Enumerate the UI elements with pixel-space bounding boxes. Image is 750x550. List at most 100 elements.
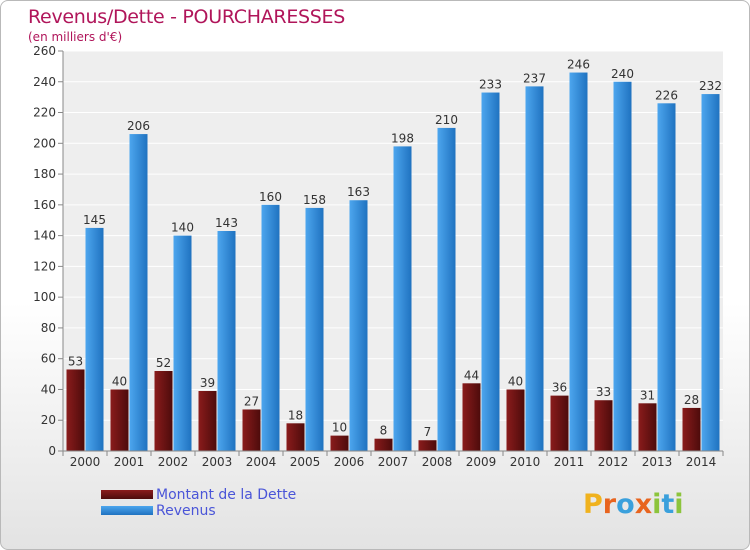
plot-area [63, 51, 723, 451]
x-tick-label: 2003 [202, 455, 233, 469]
y-tick-label: 40 [41, 382, 56, 396]
x-tick-label: 2010 [510, 455, 541, 469]
data-label-revenus: 232 [699, 79, 722, 93]
y-tick-label: 20 [41, 413, 56, 427]
y-tick-label: 200 [33, 136, 56, 150]
bar-dette [506, 389, 525, 451]
data-label-revenus: 163 [347, 185, 370, 199]
data-label-dette: 8 [380, 424, 388, 438]
bar-revenus [349, 200, 368, 451]
data-label-revenus: 206 [127, 119, 150, 133]
data-label-dette: 36 [552, 381, 567, 395]
x-tick-label: 2013 [642, 455, 673, 469]
logo-letter: t [661, 489, 675, 520]
bars: 53 145 40 206 52 140 39 143 27 160 18 158 10 163 8 198 7… [66, 58, 722, 452]
data-label-revenus: 233 [479, 78, 502, 92]
bar-revenus [129, 134, 148, 452]
data-label-revenus: 246 [567, 58, 590, 72]
data-label-revenus: 210 [435, 113, 458, 127]
data-label-dette: 39 [200, 376, 215, 390]
bar-revenus [613, 81, 632, 452]
x-tick-label: 2014 [686, 455, 717, 469]
logo-letter: i [674, 489, 684, 520]
y-tick-label: 220 [33, 106, 56, 120]
data-label-dette: 40 [508, 374, 523, 388]
bar-revenus [657, 103, 676, 452]
x-tick-label: 2001 [114, 455, 145, 469]
bar-revenus [173, 235, 192, 451]
x-tick-label: 2006 [334, 455, 365, 469]
bar-dette [242, 409, 261, 451]
bar-dette [462, 383, 481, 451]
proxiti-logo: Proxiti [583, 489, 684, 520]
y-tick-label: 160 [33, 198, 56, 212]
bar-dette [154, 371, 173, 451]
bar-dette [550, 395, 569, 451]
y-tick-label: 80 [41, 321, 56, 335]
bar-dette [198, 391, 217, 451]
data-label-revenus: 143 [215, 216, 238, 230]
data-label-dette: 52 [156, 356, 171, 370]
data-label-revenus: 237 [523, 71, 546, 85]
data-label-dette: 40 [112, 374, 127, 388]
x-tick-label: 2004 [246, 455, 277, 469]
logo-letter: o [616, 489, 635, 520]
bar-revenus [217, 231, 236, 451]
data-label-revenus: 240 [611, 67, 634, 81]
bar-dette [638, 403, 657, 451]
data-label-revenus: 140 [171, 221, 194, 235]
y-tick-label: 0 [48, 444, 56, 458]
bar-revenus [305, 207, 324, 451]
data-label-dette: 53 [68, 354, 83, 368]
bar-chart: 53 145 40 206 52 140 39 143 27 160 18 158 10 163 8 198 7… [33, 44, 724, 469]
bar-dette [594, 400, 613, 451]
y-tick-label: 240 [33, 75, 56, 89]
bar-revenus [437, 127, 456, 451]
x-tick-label: 2008 [422, 455, 453, 469]
data-label-dette: 31 [640, 388, 655, 402]
axes: 0 20 40 60 80 100 120 140 160 180 200 220 240 260 2000… [33, 44, 724, 469]
data-label-revenus: 145 [83, 213, 106, 227]
bar-dette [110, 389, 129, 451]
bar-revenus [481, 92, 500, 452]
logo-letter: P [583, 489, 603, 520]
legend-label-revenus: Revenus [156, 503, 216, 519]
data-label-dette: 33 [596, 385, 611, 399]
bar-revenus [85, 227, 104, 451]
bar-dette [330, 435, 349, 451]
data-label-revenus: 158 [303, 193, 326, 207]
chart-subtitle: (en milliers d'€) [28, 30, 123, 44]
bar-revenus [393, 146, 412, 451]
x-tick-label: 2011 [554, 455, 585, 469]
data-label-revenus: 160 [259, 190, 282, 204]
x-tick-label: 2005 [290, 455, 321, 469]
legend-label-dette: Montant de la Dette [156, 487, 297, 503]
chart-title: Revenus/Dette - POURCHARESSES [28, 6, 346, 28]
data-label-dette: 27 [244, 394, 259, 408]
data-label-dette: 10 [332, 421, 347, 435]
data-label-dette: 18 [288, 408, 303, 422]
bar-revenus [569, 72, 588, 452]
x-tick-label: 2012 [598, 455, 629, 469]
legend-swatch-dette [101, 490, 153, 499]
y-tick-label: 120 [33, 259, 56, 273]
logo-letter: x [634, 489, 653, 520]
data-label-revenus: 198 [391, 131, 414, 145]
bar-revenus [525, 86, 544, 451]
bar-revenus [261, 204, 280, 451]
bar-dette [682, 407, 701, 451]
y-tick-label: 60 [41, 352, 56, 366]
y-tick-label: 100 [33, 290, 56, 304]
data-label-dette: 7 [424, 425, 432, 439]
x-tick-label: 2009 [466, 455, 497, 469]
x-tick-label: 2000 [70, 455, 101, 469]
data-label-revenus: 226 [655, 88, 678, 102]
logo-letter: r [602, 489, 617, 520]
x-tick-label: 2002 [158, 455, 189, 469]
bar-dette [418, 440, 437, 451]
gridlines [63, 50, 723, 452]
x-tick-label: 2007 [378, 455, 409, 469]
y-tick-label: 140 [33, 229, 56, 243]
data-label-dette: 44 [464, 368, 479, 382]
